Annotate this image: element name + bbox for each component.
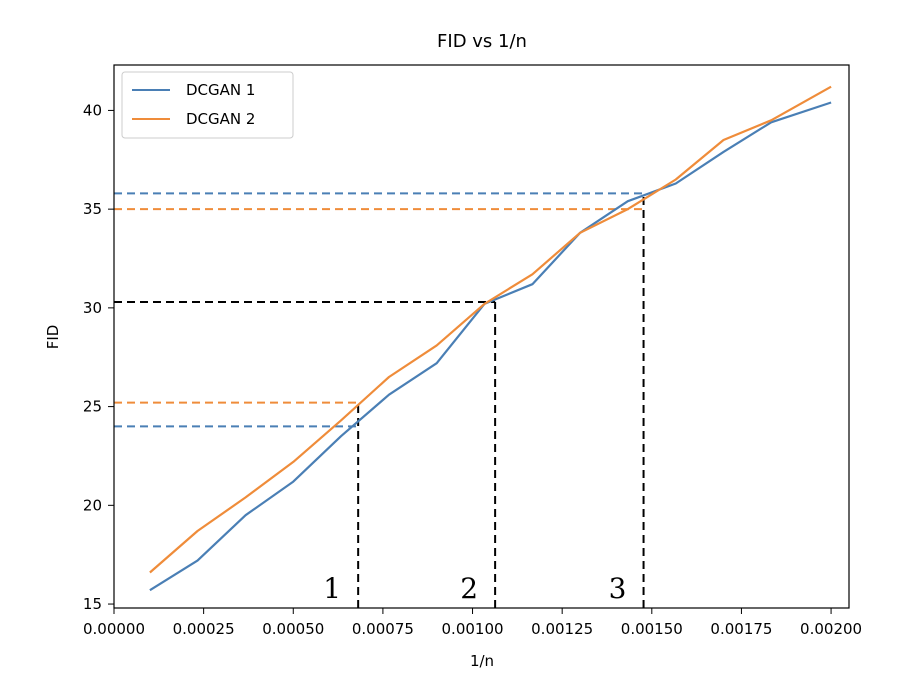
chart-title: FID vs 1/n [437,31,527,52]
x-tick-label: 0.00025 [173,620,235,638]
legend: DCGAN 1 DCGAN 2 [121,71,294,139]
y-tick-label: 40 [83,101,102,119]
x-axis-ticks: 0.00000 0.00025 0.00050 0.00075 0.00100 0.001… [83,608,862,638]
annotation-label-1: 1 [323,572,341,605]
legend-label-dcgan-1: DCGAN 1 [186,81,255,99]
series-line-dcgan-2 [149,85,832,574]
annotations: 1 2 3 [323,572,626,605]
x-tick-label: 0.00150 [621,620,683,638]
y-tick-label: 35 [83,200,102,218]
annotation-label-2: 2 [460,572,478,605]
y-axis-ticks: 15 20 25 30 35 40 [83,101,114,613]
x-tick-label: 0.00050 [262,620,324,638]
x-tick-label: 0.00100 [442,620,504,638]
plot-frame [113,64,850,609]
legend-box [121,71,294,139]
x-tick-label: 0.00075 [352,620,414,638]
y-tick-label: 25 [83,398,102,416]
x-tick-label: 0.00125 [531,620,593,638]
reference-lines [114,192,645,608]
y-axis-title: FID [44,325,62,350]
x-axis-title: 1/n [470,652,494,670]
annotation-label-3: 3 [609,572,627,605]
x-tick-label: 0.00175 [710,620,772,638]
y-tick-label: 15 [83,595,102,613]
x-tick-label: 0.00200 [800,620,862,638]
series-lines [149,85,832,592]
legend-label-dcgan-2: DCGAN 2 [186,110,255,128]
y-tick-label: 20 [83,496,102,514]
x-tick-label: 0.00000 [83,620,145,638]
y-tick-label: 30 [83,299,102,317]
